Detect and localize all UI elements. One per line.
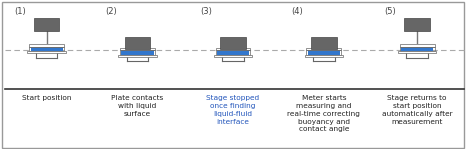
Bar <box>215 48 251 50</box>
Bar <box>308 50 340 55</box>
Bar <box>118 55 157 57</box>
Bar <box>217 50 249 55</box>
Text: (2): (2) <box>105 7 116 16</box>
Bar <box>27 51 66 53</box>
Bar <box>307 50 341 55</box>
Bar <box>220 37 246 49</box>
Bar <box>34 18 60 31</box>
Bar <box>121 50 154 55</box>
Text: (4): (4) <box>291 7 303 16</box>
Bar <box>29 47 64 51</box>
Bar <box>124 37 150 49</box>
Text: (3): (3) <box>200 7 212 16</box>
Text: Start position: Start position <box>22 95 71 101</box>
Bar <box>215 50 251 55</box>
Bar <box>307 48 341 50</box>
Bar <box>401 47 433 51</box>
Text: Meter starts
measuring and
real-time correcting
buoyancy and
contact angle: Meter starts measuring and real-time cor… <box>288 95 360 132</box>
Text: Stage stopped
once finding
liquid-fluid
interface: Stage stopped once finding liquid-fluid … <box>206 95 260 125</box>
Text: (5): (5) <box>384 7 396 16</box>
Bar <box>400 47 434 51</box>
Text: Stage returns to
start position
automatically after
measurement: Stage returns to start position automati… <box>382 95 452 125</box>
Text: (1): (1) <box>14 7 26 16</box>
Bar <box>398 51 436 53</box>
Text: Plate contacts
with liquid
surface: Plate contacts with liquid surface <box>111 95 164 117</box>
Bar <box>120 50 155 55</box>
Bar <box>311 37 337 49</box>
Bar <box>404 18 430 31</box>
Bar <box>214 55 252 57</box>
Bar <box>29 44 64 47</box>
Bar <box>120 48 155 50</box>
Bar <box>31 47 62 51</box>
Bar <box>305 55 343 57</box>
Bar <box>400 44 434 47</box>
